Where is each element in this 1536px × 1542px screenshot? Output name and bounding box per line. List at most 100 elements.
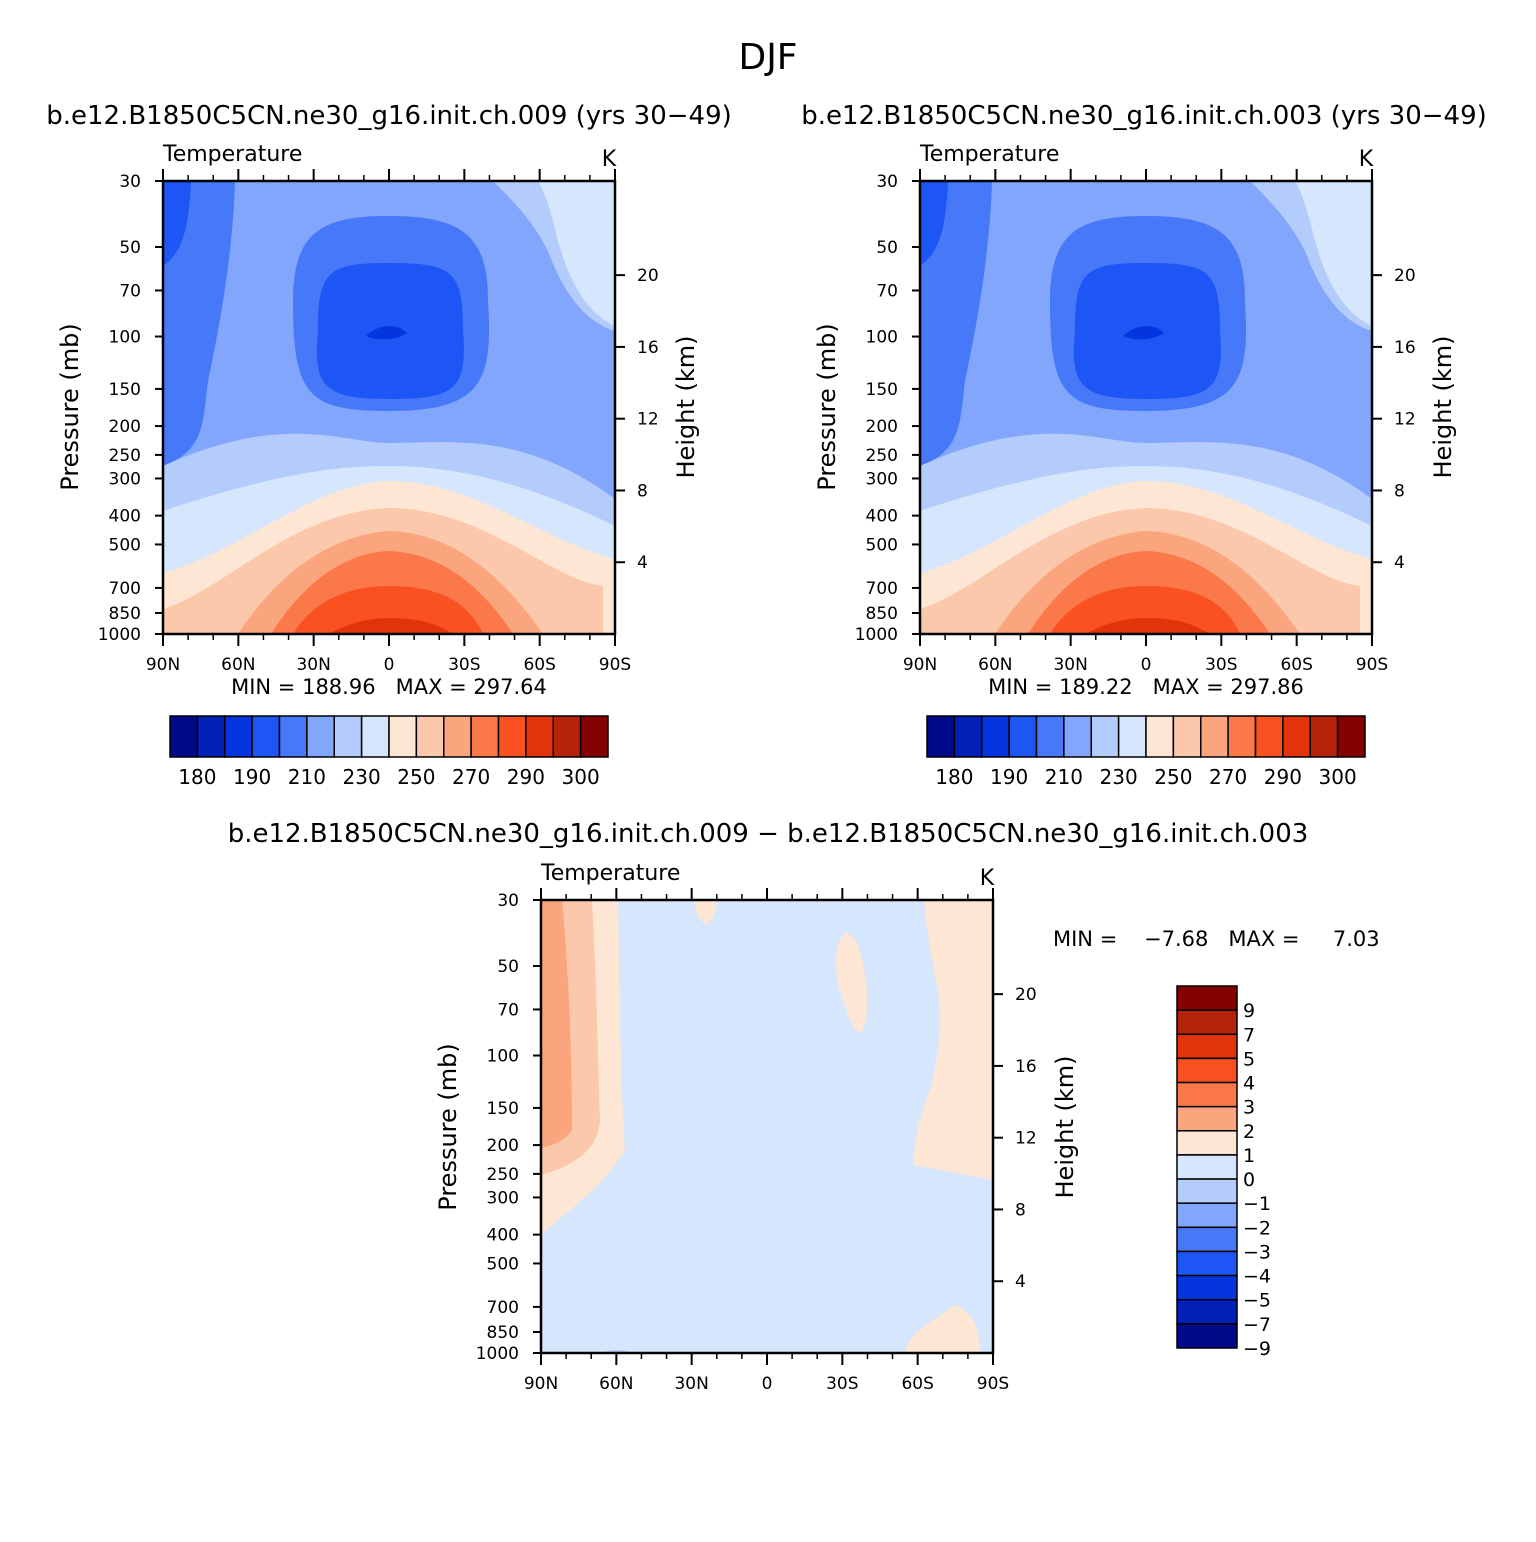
y-axis-label-pressure: Pressure (mb) <box>813 323 841 490</box>
colorbar-swatch <box>1176 1323 1238 1349</box>
pressure-tick-label: 100 <box>109 328 141 348</box>
panel-case-title: b.e12.B1850C5CN.ne30_g16.init.ch.009 − b… <box>228 819 1309 849</box>
height-tick-label: 12 <box>637 410 659 430</box>
lat-tick-label: 90S <box>1356 655 1388 675</box>
lat-tick-label: 0 <box>384 655 395 675</box>
lat-tick-label: 90S <box>977 1374 1009 1394</box>
colorbar-tick-label: −5 <box>1243 1290 1271 1312</box>
colorbar-swatch <box>1090 715 1120 758</box>
y-axis-label-height: Height (km) <box>1051 1056 1079 1199</box>
pressure-tick-label: 30 <box>497 891 519 911</box>
pressure-tick-label: 200 <box>109 417 141 437</box>
height-tick-label: 8 <box>1394 481 1405 501</box>
lat-tick-label: 60N <box>221 655 255 675</box>
lat-tick-label: 30N <box>1053 655 1087 675</box>
colorbar-tick-label: 250 <box>1154 765 1192 789</box>
panel-case-title: b.e12.B1850C5CN.ne30_g16.init.ch.009 (yr… <box>46 101 732 131</box>
colorbar-tick-label: −7 <box>1243 1314 1271 1336</box>
colorbar-swatch <box>1200 715 1229 758</box>
colorbar-swatch <box>1063 715 1092 758</box>
min-max-stats: MIN = 189.22 MAX = 297.86 <box>988 675 1304 699</box>
pressure-tick-label: 250 <box>487 1165 519 1185</box>
height-tick-label: 16 <box>1015 1057 1037 1077</box>
colorbar: 180 190 210 230 250 270 290 300 <box>169 715 609 789</box>
colorbar-tick-label: −4 <box>1243 1266 1271 1288</box>
lat-tick-label: 90N <box>146 655 180 675</box>
colorbar-swatch <box>981 715 1010 758</box>
pressure-tick-label: 250 <box>109 446 141 466</box>
lat-tick-label: 60S <box>901 1374 933 1394</box>
pressure-tick-label: 70 <box>119 281 141 301</box>
min-max-stats: MIN = −7.68 MAX = 7.03 <box>1053 927 1380 951</box>
pressure-tick-label: 400 <box>866 507 898 527</box>
height-tick-label: 8 <box>1015 1200 1026 1220</box>
colorbar-tick-label: −1 <box>1243 1193 1271 1215</box>
pressure-tick-label: 250 <box>866 446 898 466</box>
colorbar-swatch <box>525 715 554 758</box>
colorbar-swatch <box>497 715 527 758</box>
pressure-tick-label: 700 <box>866 579 898 599</box>
contour-plot <box>541 900 993 1353</box>
pressure-tick-label: 300 <box>109 469 141 489</box>
pressure-tick-label: 50 <box>119 238 141 258</box>
lat-tick-label: 0 <box>1141 655 1152 675</box>
colorbar-swatch <box>579 715 609 758</box>
colorbar-tick-label: −3 <box>1243 1241 1271 1263</box>
colorbar-swatch <box>470 715 500 758</box>
colorbar-tick-label: 270 <box>452 765 490 789</box>
colorbar-swatch <box>1254 715 1284 758</box>
colorbar-swatch <box>306 715 335 758</box>
colorbar-swatch <box>1176 1009 1238 1036</box>
colorbar-swatch <box>1176 1178 1238 1204</box>
contour-plot <box>920 181 1372 634</box>
colorbar-tick-label: 0 <box>1243 1169 1255 1191</box>
lat-tick-label: 30N <box>674 1374 708 1394</box>
colorbar-swatch <box>1176 1154 1238 1180</box>
colorbar-tick-label: 2 <box>1243 1121 1255 1143</box>
y-axis-label-pressure: Pressure (mb) <box>434 1043 462 1210</box>
height-tick-label: 16 <box>637 338 659 358</box>
colorbar-swatch <box>333 715 363 758</box>
y-axis-label-height: Height (km) <box>672 336 700 479</box>
panel-units-label: K <box>980 866 995 891</box>
lat-tick-label: 90S <box>599 655 631 675</box>
colorbar-swatch <box>1145 715 1175 758</box>
colorbar-swatch <box>1227 715 1257 758</box>
colorbar-swatch <box>1176 1274 1238 1301</box>
colorbar-tick-label: 1 <box>1243 1145 1255 1167</box>
colorbar-tick-label: −2 <box>1243 1217 1271 1239</box>
pressure-tick-label: 500 <box>109 535 141 555</box>
colorbar-tick-label: 4 <box>1243 1073 1255 1095</box>
colorbar-tick-label: 230 <box>1100 765 1138 789</box>
pressure-tick-label: 30 <box>119 172 141 192</box>
colorbar-tick-label: 250 <box>397 765 435 789</box>
pressure-tick-label: 850 <box>866 604 898 624</box>
y-axis-label-height: Height (km) <box>1429 336 1457 479</box>
colorbar-swatch <box>552 715 582 758</box>
panel-difference: b.e12.B1850C5CN.ne30_g16.init.ch.009 − b… <box>228 819 1380 1394</box>
pressure-tick-label: 200 <box>487 1136 519 1156</box>
colorbar-tick-label: 180 <box>178 765 216 789</box>
panel-variable-label: Temperature <box>540 861 680 886</box>
colorbar-swatch <box>196 715 226 758</box>
height-tick-label: 20 <box>1394 266 1416 286</box>
colorbar-tick-label: 290 <box>1264 765 1302 789</box>
height-tick-label: 16 <box>1394 338 1416 358</box>
panel-top-left: b.e12.B1850C5CN.ne30_g16.init.ch.009 (yr… <box>46 101 732 789</box>
colorbar-tick-label: 210 <box>288 765 326 789</box>
colorbar-tick-label: 190 <box>990 765 1028 789</box>
colorbar-swatch <box>1176 1081 1238 1108</box>
colorbar-swatch <box>251 715 281 758</box>
colorbar-tick-label: 230 <box>343 765 381 789</box>
colorbar-swatch <box>1282 715 1311 758</box>
panel-units-label: K <box>1359 147 1374 172</box>
min-max-stats: MIN = 188.96 MAX = 297.64 <box>231 675 547 699</box>
colorbar-tick-label: −9 <box>1243 1338 1271 1360</box>
pressure-tick-label: 200 <box>866 417 898 437</box>
pressure-tick-label: 150 <box>487 1099 519 1119</box>
lat-tick-label: 60S <box>1280 655 1312 675</box>
colorbar-swatch <box>1176 1105 1238 1132</box>
pressure-tick-label: 100 <box>487 1047 519 1067</box>
